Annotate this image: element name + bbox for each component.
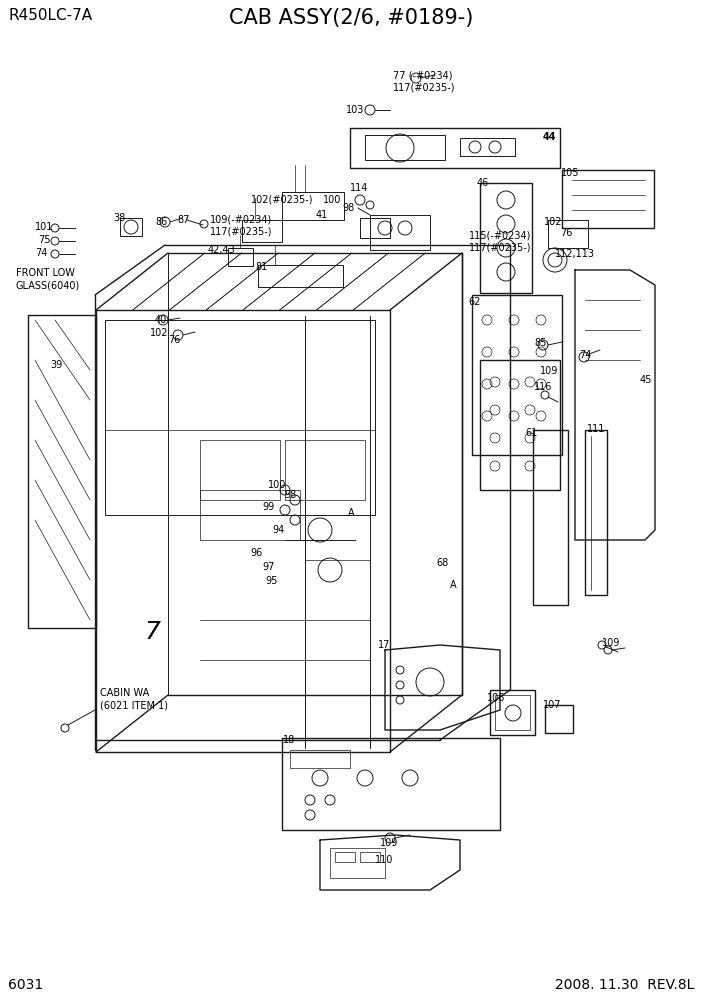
Text: 107: 107 <box>543 700 562 710</box>
Text: 109(-#0234)
117(#0235-): 109(-#0234) 117(#0235-) <box>210 214 272 236</box>
Text: 76: 76 <box>168 335 180 345</box>
Text: 98: 98 <box>342 203 355 213</box>
Text: 41: 41 <box>316 210 329 220</box>
Text: 44: 44 <box>543 132 557 142</box>
Text: 74: 74 <box>35 248 47 258</box>
Bar <box>200 490 300 540</box>
Text: 77 (-#0234)
117(#0235-): 77 (-#0234) 117(#0235-) <box>393 70 456 92</box>
Text: CAB ASSY(2/6, #0189-): CAB ASSY(2/6, #0189-) <box>229 8 473 28</box>
Text: 2008. 11.30  REV.8L: 2008. 11.30 REV.8L <box>555 978 694 992</box>
Text: 111: 111 <box>587 424 605 434</box>
Bar <box>120 218 142 236</box>
Text: 39: 39 <box>50 360 62 370</box>
Bar <box>290 750 350 768</box>
Bar <box>585 430 607 595</box>
Text: FRONT LOW
GLASS(6040): FRONT LOW GLASS(6040) <box>16 268 80 291</box>
Text: 114: 114 <box>350 183 369 193</box>
Text: 105: 105 <box>561 168 579 178</box>
Text: 85: 85 <box>534 338 546 348</box>
Text: 17: 17 <box>378 640 390 650</box>
Text: 6031: 6031 <box>8 978 44 992</box>
Bar <box>200 440 280 500</box>
Text: 68: 68 <box>436 558 449 568</box>
Text: 96: 96 <box>250 548 263 558</box>
Bar <box>490 690 535 735</box>
Text: 102: 102 <box>150 328 168 338</box>
Bar <box>480 360 560 490</box>
Text: 75: 75 <box>38 235 51 245</box>
Bar <box>365 135 445 160</box>
Bar <box>360 852 380 862</box>
Text: 76: 76 <box>560 228 572 238</box>
Text: R450LC-7A: R450LC-7A <box>8 8 92 23</box>
Text: 42,43: 42,43 <box>208 245 236 255</box>
Bar <box>460 138 515 156</box>
Text: 103: 103 <box>346 105 364 115</box>
Text: 86: 86 <box>155 217 167 227</box>
Bar <box>335 852 355 862</box>
Text: 7: 7 <box>145 620 161 644</box>
Text: 46: 46 <box>477 178 489 188</box>
Text: 116: 116 <box>534 382 552 392</box>
Text: 45: 45 <box>640 375 652 385</box>
Bar <box>360 218 390 238</box>
Text: 62: 62 <box>468 297 480 307</box>
Bar <box>533 430 568 605</box>
Bar <box>370 215 430 250</box>
Text: 106: 106 <box>487 693 505 703</box>
Bar <box>545 705 573 733</box>
Bar <box>285 440 365 500</box>
Text: 99: 99 <box>262 502 274 512</box>
Text: 101: 101 <box>35 222 53 232</box>
Text: A: A <box>348 508 355 518</box>
Bar <box>282 192 344 220</box>
Bar <box>562 170 654 228</box>
Text: 97: 97 <box>262 562 274 572</box>
Text: A: A <box>450 580 456 590</box>
Text: CABIN WA
(6021 ITEM 1): CABIN WA (6021 ITEM 1) <box>100 688 168 710</box>
Text: 18: 18 <box>283 735 296 745</box>
Bar <box>242 220 282 242</box>
Bar <box>258 265 343 287</box>
Text: 115(-#0234)
117(#0235-): 115(-#0234) 117(#0235-) <box>469 230 531 252</box>
Text: 109: 109 <box>540 366 558 376</box>
Text: 102(#0235-): 102(#0235-) <box>251 195 314 205</box>
Bar <box>472 295 562 455</box>
Text: 98: 98 <box>284 490 296 500</box>
Bar <box>228 248 253 266</box>
Text: 100: 100 <box>323 195 341 205</box>
Text: 110: 110 <box>375 855 393 865</box>
Text: 81: 81 <box>255 262 267 272</box>
Text: 38: 38 <box>113 213 125 223</box>
Text: 40: 40 <box>155 315 167 325</box>
Bar <box>548 220 588 248</box>
Text: 109: 109 <box>602 638 621 648</box>
Bar <box>330 848 385 878</box>
Text: 109: 109 <box>380 838 398 848</box>
Text: 94: 94 <box>272 525 284 535</box>
Bar <box>480 183 532 293</box>
Text: 102: 102 <box>544 217 562 227</box>
Text: 95: 95 <box>265 576 277 586</box>
Text: 61: 61 <box>525 428 537 438</box>
Text: 100: 100 <box>268 480 286 490</box>
Bar <box>495 695 530 730</box>
Text: 74: 74 <box>579 350 591 360</box>
Bar <box>105 320 375 515</box>
Text: 112,113: 112,113 <box>555 249 595 259</box>
Text: 87: 87 <box>177 215 190 225</box>
